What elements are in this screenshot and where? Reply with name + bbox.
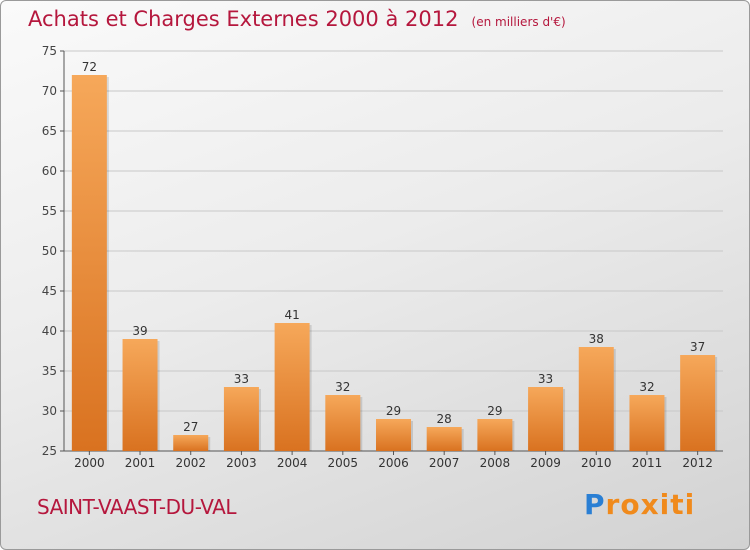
bar — [325, 395, 361, 451]
bar — [173, 435, 209, 451]
x-tick-label: 2010 — [581, 456, 612, 470]
y-tick-label: 45 — [42, 284, 57, 298]
bar-value-label: 32 — [639, 380, 654, 394]
y-tick-label: 25 — [42, 444, 57, 458]
x-tick-label: 2009 — [530, 456, 561, 470]
x-tick-label: 2007 — [429, 456, 460, 470]
x-tick-label: 2006 — [378, 456, 409, 470]
y-tick-label: 60 — [42, 164, 57, 178]
chart-title-unit: (en milliers d'€) — [471, 15, 566, 29]
bar — [122, 339, 158, 451]
y-tick-label: 65 — [42, 124, 57, 138]
chart-title-main: Achats et Charges Externes 2000 à 2012 — [28, 7, 459, 31]
bar-value-label: 32 — [335, 380, 350, 394]
bar-value-label: 72 — [82, 60, 97, 74]
bar — [578, 347, 614, 451]
logo-first-letter: P — [584, 488, 606, 521]
y-tick-label: 70 — [42, 84, 57, 98]
y-tick-label: 50 — [42, 244, 57, 258]
x-tick-label: 2002 — [175, 456, 206, 470]
y-tick-label: 30 — [42, 404, 57, 418]
bar-value-label: 37 — [690, 340, 705, 354]
x-tick-label: 2004 — [277, 456, 308, 470]
x-tick-label: 2000 — [74, 456, 105, 470]
x-tick-label: 2012 — [682, 456, 713, 470]
bar — [274, 323, 310, 451]
x-tick-label: 2001 — [125, 456, 156, 470]
bar-value-label: 27 — [183, 420, 198, 434]
bar-value-label: 28 — [437, 412, 452, 426]
chart-title: Achats et Charges Externes 2000 à 2012 (… — [28, 7, 566, 31]
bar-value-label: 33 — [538, 372, 553, 386]
bar-value-label: 33 — [234, 372, 249, 386]
proxiti-logo: Proxiti — [584, 488, 695, 521]
bar — [426, 427, 462, 451]
x-tick-label: 2008 — [480, 456, 511, 470]
bar-value-label: 29 — [487, 404, 502, 418]
bar-value-label: 38 — [589, 332, 604, 346]
y-tick-label: 40 — [42, 324, 57, 338]
x-tick-label: 2005 — [328, 456, 359, 470]
y-tick-label: 35 — [42, 364, 57, 378]
bar-value-label: 39 — [132, 324, 147, 338]
bar — [71, 75, 107, 451]
bar-value-label: 29 — [386, 404, 401, 418]
bar — [528, 387, 564, 451]
bar-value-label: 41 — [284, 308, 299, 322]
bar — [629, 395, 665, 451]
x-tick-label: 2003 — [226, 456, 257, 470]
bar — [477, 419, 513, 451]
bar — [376, 419, 411, 451]
bar — [680, 355, 716, 451]
bar — [223, 387, 259, 451]
y-tick-label: 55 — [42, 204, 57, 218]
y-tick-label: 75 — [42, 44, 57, 58]
city-name: SAINT-VAAST-DU-VAL — [37, 495, 236, 519]
logo-rest: roxiti — [605, 488, 696, 521]
x-tick-label: 2011 — [632, 456, 663, 470]
